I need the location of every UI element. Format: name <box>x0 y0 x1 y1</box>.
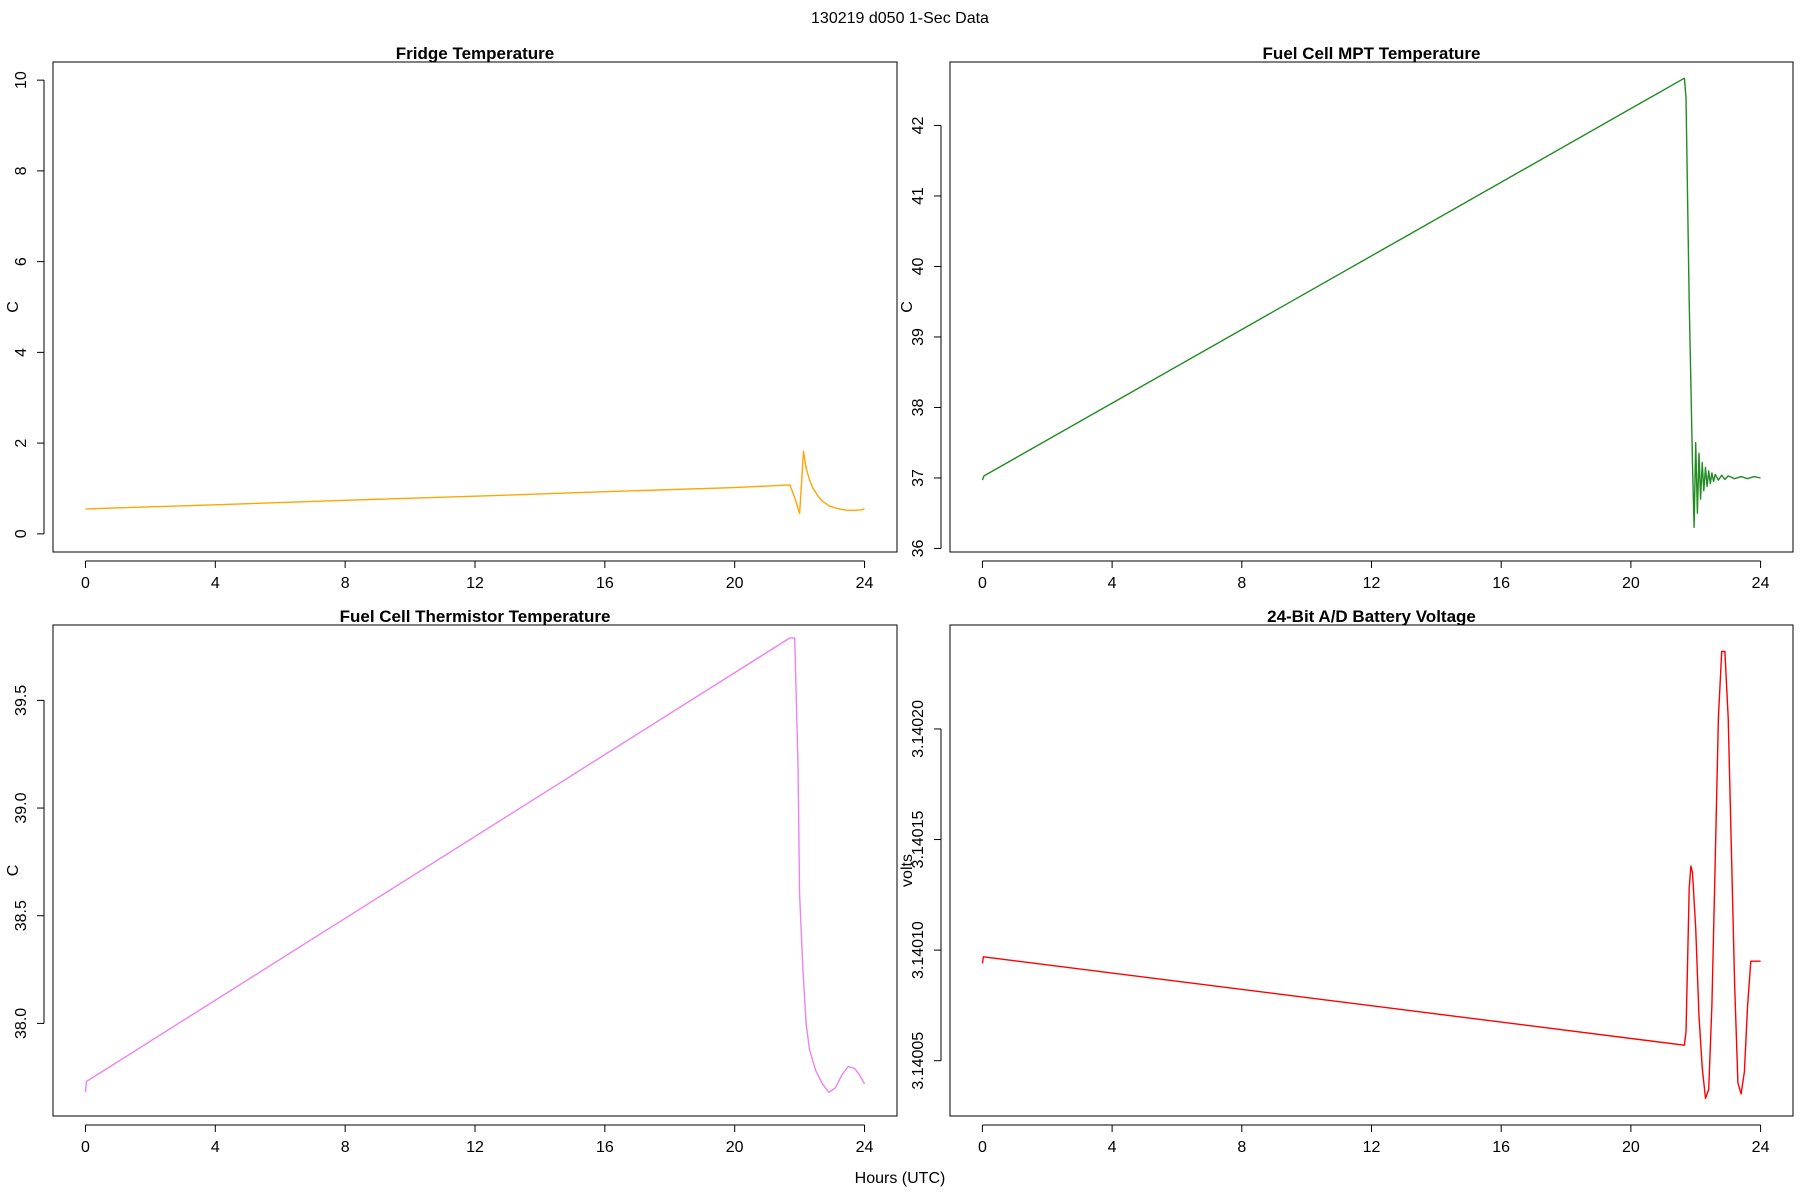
x-tick-label: 8 <box>341 1139 350 1156</box>
x-tick-label: 20 <box>726 1139 744 1156</box>
panel-title: Fuel Cell MPT Temperature <box>1263 44 1481 63</box>
x-tick-label: 12 <box>466 575 484 592</box>
y-tick-label: 38.5 <box>13 900 30 931</box>
y-tick-label: 38 <box>910 398 927 416</box>
plot-frame <box>949 624 1794 1117</box>
series-line <box>981 650 1761 1100</box>
panel-battery-voltage: 24-Bit A/D Battery Voltage volts 0 4 8 12 16… <box>899 607 1794 1156</box>
x-tick-label: 4 <box>1108 1139 1117 1156</box>
x-tick-label: 12 <box>1363 1139 1381 1156</box>
y-tick-label: 3.14020 <box>910 700 927 758</box>
x-tick-label: 24 <box>856 575 874 592</box>
y-tick-label: 10 <box>13 71 30 89</box>
y-tick-label: 4 <box>13 348 30 357</box>
y-tick-label: 6 <box>13 257 30 266</box>
plot-frame <box>52 624 898 1117</box>
x-tick-label: 20 <box>1622 1139 1640 1156</box>
y-tick-label: 3.14010 <box>910 921 927 979</box>
x-tick-label: 0 <box>81 575 90 592</box>
panel-fuel-cell-mpt-temperature: Fuel Cell MPT Temperature C 0 4 8 12 16 20 24 3… <box>899 44 1794 592</box>
x-tick-label: 8 <box>1237 575 1246 592</box>
y-tick-label: 37 <box>910 469 927 487</box>
x-tick-label: 16 <box>596 1139 614 1156</box>
x-tick-label: 24 <box>1752 1139 1770 1156</box>
y-axis-label: C <box>5 301 22 313</box>
x-tick-label: 12 <box>466 1139 484 1156</box>
x-tick-label: 16 <box>596 575 614 592</box>
y-tick-label: 39.0 <box>13 792 30 823</box>
figure-title: 130219 d050 1-Sec Data <box>811 10 989 27</box>
series-line <box>981 77 1761 528</box>
y-tick-label: 38.0 <box>13 1008 30 1039</box>
y-tick-label: 36 <box>910 539 927 557</box>
series-line <box>85 450 865 515</box>
x-tick-label: 16 <box>1492 575 1510 592</box>
y-tick-label: 8 <box>13 166 30 175</box>
panel-fuel-cell-thermistor-temperature: Fuel Cell Thermistor Temperature C 0 4 8 12… <box>5 607 898 1156</box>
plot-frame <box>949 61 1794 553</box>
y-tick-label: 41 <box>910 187 927 205</box>
y-tick-label: 42 <box>910 116 927 134</box>
y-tick-label: 2 <box>13 439 30 448</box>
y-tick-label: 40 <box>910 257 927 275</box>
panel-title: 24-Bit A/D Battery Voltage <box>1267 607 1476 626</box>
x-tick-label: 4 <box>211 1139 220 1156</box>
y-axis-label: C <box>899 301 916 313</box>
x-tick-label: 20 <box>726 575 744 592</box>
x-tick-label: 12 <box>1363 575 1381 592</box>
x-tick-label: 8 <box>1237 1139 1246 1156</box>
x-tick-label: 8 <box>341 575 350 592</box>
x-tick-label: 24 <box>856 1139 874 1156</box>
x-tick-label: 0 <box>978 575 987 592</box>
y-tick-label: 39 <box>910 328 927 346</box>
panel-title: Fuel Cell Thermistor Temperature <box>340 607 611 626</box>
panel-title: Fridge Temperature <box>396 44 554 63</box>
figure-x-axis-label: Hours (UTC) <box>855 1170 946 1187</box>
x-tick-label: 4 <box>1108 575 1117 592</box>
series-line <box>84 637 866 1094</box>
x-tick-label: 16 <box>1492 1139 1510 1156</box>
y-tick-label: 3.14015 <box>910 811 927 869</box>
x-tick-label: 24 <box>1752 575 1770 592</box>
y-tick-label: 39.5 <box>13 685 30 716</box>
plot-frame <box>52 61 898 553</box>
y-axis-label: C <box>5 865 22 877</box>
y-tick-label: 3.14005 <box>910 1032 927 1090</box>
x-tick-label: 0 <box>81 1139 90 1156</box>
y-tick-label: 0 <box>13 529 30 538</box>
x-tick-label: 20 <box>1622 575 1640 592</box>
y-axis-label: volts <box>899 854 916 887</box>
x-tick-label: 0 <box>978 1139 987 1156</box>
x-tick-label: 4 <box>211 575 220 592</box>
